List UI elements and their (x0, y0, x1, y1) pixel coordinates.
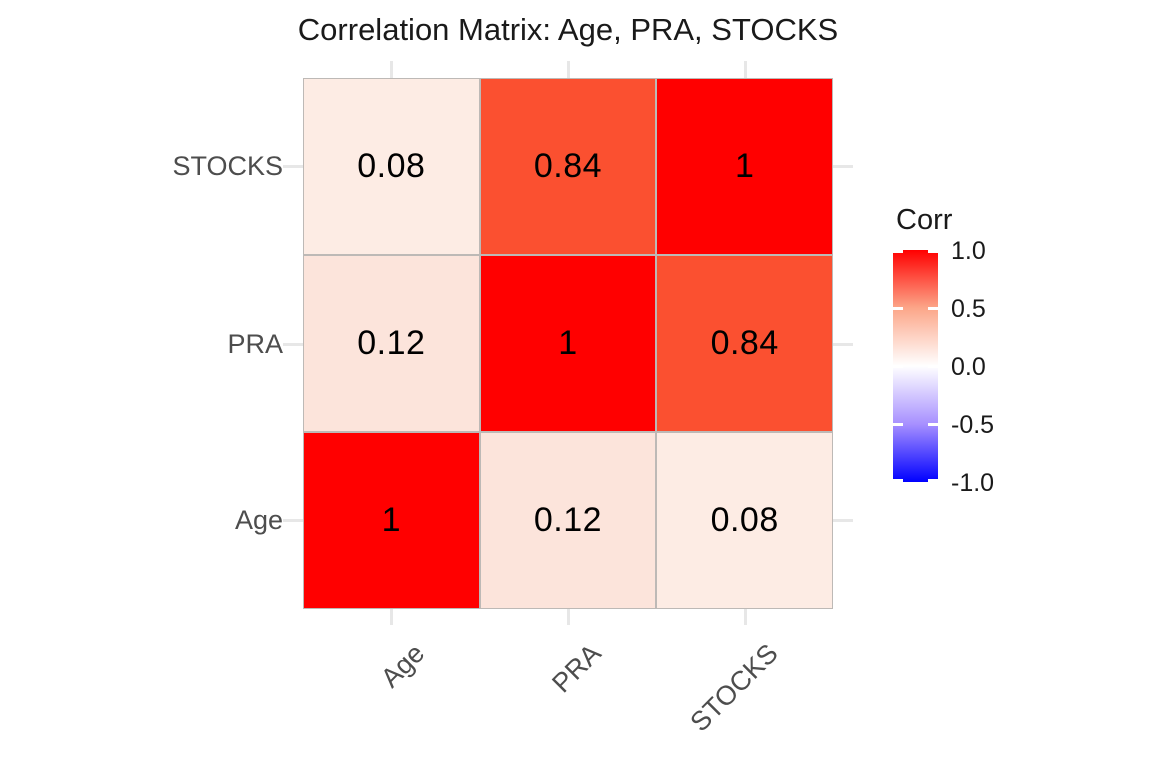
panel-gridline (283, 343, 303, 346)
y-axis-label: STOCKS (172, 151, 283, 181)
cell-value: 0.84 (533, 147, 603, 185)
legend-tick-mark (928, 479, 938, 482)
legend-tick-mark (928, 365, 938, 368)
legend-title: Corr (896, 204, 953, 236)
legend-tick-label: -0.5 (951, 411, 995, 439)
matrix-cell: 0.08 (303, 78, 480, 255)
matrix-cell: 0.12 (479, 432, 657, 609)
heatmap-matrix: 0.08 0.84 1 0.12 1 0.84 1 0.12 0.08 (303, 78, 833, 609)
x-axis-label: PRA (546, 638, 608, 699)
cell-value: 0.84 (710, 324, 779, 362)
panel-gridline (390, 609, 393, 625)
legend-tick-mark (893, 479, 903, 482)
matrix-cell: 0.84 (656, 255, 833, 432)
matrix-cell: 1 (303, 432, 480, 609)
chart-title: Correlation Matrix: Age, PRA, STOCKS (297, 12, 839, 47)
matrix-cell: 0.08 (656, 432, 833, 609)
panel-gridline (833, 343, 853, 346)
cell-value: 0.08 (357, 147, 426, 185)
x-axis-label: Age (375, 638, 431, 694)
panel-gridline (283, 165, 303, 168)
panel-gridline (744, 609, 747, 625)
legend-tick-label: 1.0 (951, 237, 986, 265)
legend-tick-label: -1.0 (951, 469, 995, 497)
legend-tick-mark (893, 250, 903, 253)
panel-gridline (283, 519, 303, 522)
panel-gridline (833, 165, 853, 168)
matrix-cell: 1 (656, 78, 833, 255)
legend-tick-mark (928, 307, 938, 310)
y-axis-label: PRA (227, 329, 283, 359)
cell-value: 1 (558, 324, 578, 362)
x-axis-label: STOCKS (684, 638, 785, 738)
cell-value: 0.12 (533, 501, 603, 539)
cell-value: 0.12 (357, 324, 426, 362)
matrix-cell: 0.12 (303, 255, 480, 432)
legend-tick-mark (893, 307, 903, 310)
legend-tick-mark (893, 423, 903, 426)
cell-value: 0.08 (710, 501, 779, 539)
y-axis-label: Age (234, 505, 283, 535)
legend-tick-mark (893, 365, 903, 368)
legend-tick-mark (928, 250, 938, 253)
matrix-cell: 0.84 (479, 78, 657, 255)
panel-gridline (567, 61, 570, 78)
matrix-cell: 1 (479, 255, 657, 432)
panel-gridline (833, 519, 853, 522)
panel-gridline (744, 61, 747, 78)
cell-value: 1 (734, 147, 755, 185)
legend-tick-label: 0.5 (951, 295, 986, 323)
panel-gridline (390, 61, 393, 78)
panel-gridline (567, 609, 570, 625)
legend-tick-mark (928, 423, 938, 426)
legend-tick-label: 0.0 (951, 353, 986, 381)
cell-value: 1 (381, 501, 402, 539)
